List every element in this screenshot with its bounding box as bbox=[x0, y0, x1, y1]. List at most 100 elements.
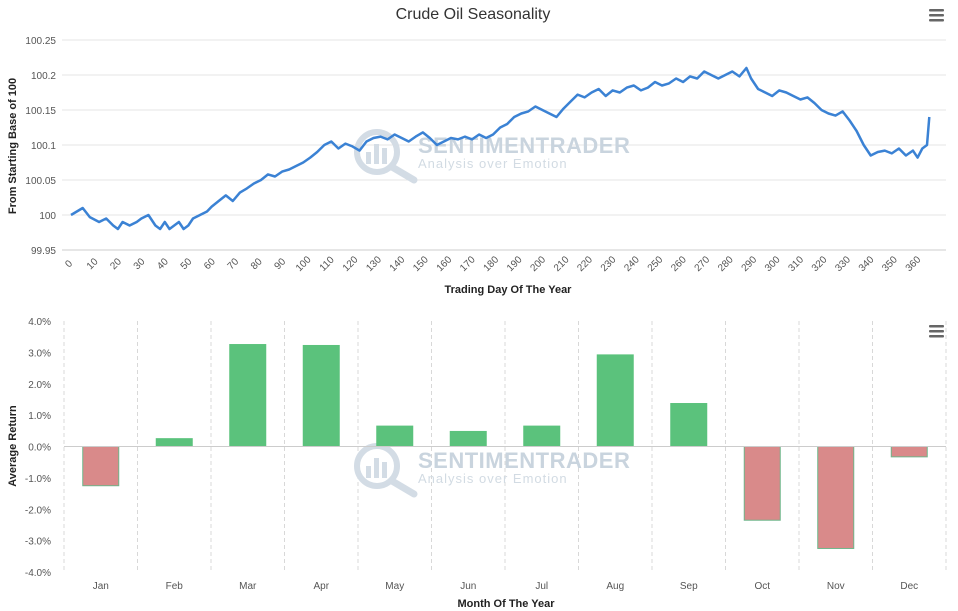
y-tick-label: 3.0% bbox=[28, 348, 51, 359]
bar-aug bbox=[596, 354, 634, 448]
x-tick-labels: Jan Feb Mar Apr May Jun Jul Aug Sep Oct Nov Dec bbox=[93, 581, 918, 592]
watermark: SENTIMENTRADER Analysis over Emotion bbox=[354, 129, 630, 184]
x-tick-label: 100 bbox=[294, 254, 314, 274]
x-tick-label: 150 bbox=[411, 254, 431, 274]
x-tick-label: 220 bbox=[575, 254, 595, 274]
y-tick-label: 100.15 bbox=[25, 106, 56, 117]
y-tick-label: -3.0% bbox=[25, 537, 51, 548]
watermark-logo-icon bbox=[354, 129, 418, 184]
y-gridlines bbox=[62, 39, 946, 251]
y-tick-label: -2.0% bbox=[25, 505, 51, 516]
chart-title: Crude Oil Seasonality bbox=[396, 6, 551, 23]
bar-jul bbox=[523, 425, 561, 448]
bar-sep bbox=[670, 403, 708, 447]
x-tick-label: 340 bbox=[857, 254, 877, 274]
watermark-tagline: Analysis over Emotion bbox=[418, 471, 568, 486]
x-tick-label: May bbox=[385, 581, 404, 592]
line-chart: SENTIMENTRADER Analysis over Emotion 99.… bbox=[7, 9, 946, 296]
x-axis-title: Trading Day Of The Year bbox=[445, 284, 573, 296]
watermark: SENTIMENTRADER Analysis over Emotion bbox=[354, 443, 630, 498]
x-tick-label: 250 bbox=[646, 254, 666, 274]
x-tick-label: 270 bbox=[693, 254, 713, 274]
x-tick-label: Jun bbox=[460, 581, 476, 592]
x-tick-label: 70 bbox=[226, 256, 242, 272]
x-tick-label: 80 bbox=[249, 256, 265, 272]
y-tick-label: -4.0% bbox=[25, 568, 51, 579]
y-tick-label: 100.25 bbox=[25, 36, 56, 47]
y-tick-labels: 4.0% 3.0% 2.0% 1.0% 0.0% -1.0% -2.0% -3.0% -4.0% bbox=[25, 317, 51, 579]
x-tick-label: 180 bbox=[482, 254, 502, 274]
bar-apr bbox=[302, 344, 340, 447]
x-tick-label: 240 bbox=[622, 254, 642, 274]
x-tick-label: 210 bbox=[552, 254, 572, 274]
bar-dec bbox=[890, 446, 928, 458]
x-tick-label: Jul bbox=[535, 581, 548, 592]
x-tick-label: 40 bbox=[155, 256, 171, 272]
x-tick-label: Mar bbox=[239, 581, 257, 592]
x-tick-label: 50 bbox=[179, 256, 195, 272]
x-tick-label: 350 bbox=[880, 254, 900, 274]
x-tick-label: Aug bbox=[606, 581, 624, 592]
series-line bbox=[70, 66, 931, 231]
bar-may bbox=[376, 425, 414, 448]
x-tick-label: 190 bbox=[505, 254, 525, 274]
chart-menu-button[interactable] bbox=[929, 325, 944, 338]
x-tick-label: Nov bbox=[827, 581, 845, 592]
watermark-brand: SENTIMENTRADER bbox=[418, 133, 630, 158]
watermark-logo-icon bbox=[354, 443, 418, 498]
x-tick-label: 0 bbox=[63, 258, 75, 270]
x-tick-label: Dec bbox=[900, 581, 918, 592]
bar-jan bbox=[82, 446, 120, 487]
x-tick-label: Oct bbox=[754, 581, 770, 592]
x-tick-label: 60 bbox=[202, 256, 218, 272]
x-tick-label: 230 bbox=[599, 254, 619, 274]
x-tick-label: 120 bbox=[341, 254, 361, 274]
x-tick-label: 280 bbox=[716, 254, 736, 274]
x-tick-label: 320 bbox=[810, 254, 830, 274]
bar-feb bbox=[155, 438, 193, 447]
y-tick-label: 99.95 bbox=[31, 246, 56, 257]
x-tick-label: 300 bbox=[763, 254, 783, 274]
x-tick-label: 90 bbox=[272, 256, 288, 272]
x-axis-title: Month Of The Year bbox=[458, 598, 556, 610]
x-tick-label: Sep bbox=[680, 581, 698, 592]
y-tick-label: 1.0% bbox=[28, 411, 51, 422]
y-axis-title: Average Return bbox=[7, 405, 19, 487]
y-tick-label: 4.0% bbox=[28, 317, 51, 328]
x-tick-label: 290 bbox=[740, 254, 760, 274]
y-tick-label: 100.1 bbox=[31, 141, 56, 152]
x-tick-label: 330 bbox=[833, 254, 853, 274]
y-tick-label: 0.0% bbox=[28, 443, 51, 454]
y-tick-label: 100 bbox=[39, 211, 56, 222]
x-tick-label: Apr bbox=[313, 581, 329, 592]
x-tick-label: 310 bbox=[786, 254, 806, 274]
bar-nov bbox=[817, 446, 855, 549]
x-tick-label: 30 bbox=[132, 256, 148, 272]
y-tick-labels: 99.95 100 100.05 100.1 100.15 100.2 100.25 bbox=[25, 36, 56, 257]
y-tick-label: 2.0% bbox=[28, 380, 51, 391]
watermark-brand: SENTIMENTRADER bbox=[418, 448, 630, 473]
bar-chart: SENTIMENTRADER Analysis over Emotion 4.0… bbox=[7, 317, 947, 610]
bars bbox=[82, 344, 928, 549]
x-tick-labels: 0 10 20 30 40 50 60 70 80 90 100 110 120 130 140 150 160… bbox=[63, 254, 923, 274]
x-tick-label: 170 bbox=[458, 254, 478, 274]
x-tick-label: 140 bbox=[388, 254, 408, 274]
chart-menu-button[interactable] bbox=[929, 9, 944, 22]
x-tick-label: 10 bbox=[85, 256, 101, 272]
x-tick-label: 110 bbox=[318, 254, 337, 273]
y-tick-label: 100.05 bbox=[25, 176, 56, 187]
hamburger-icon bbox=[929, 9, 944, 22]
y-axis-title: From Starting Base of 100 bbox=[7, 78, 19, 214]
bar-jun bbox=[449, 430, 487, 448]
bar-mar bbox=[229, 344, 267, 447]
watermark-tagline: Analysis over Emotion bbox=[418, 156, 568, 171]
bar-oct bbox=[743, 446, 781, 521]
x-tick-label: 160 bbox=[435, 254, 455, 274]
hamburger-icon bbox=[929, 325, 944, 338]
x-tick-label: 360 bbox=[904, 254, 924, 274]
y-tick-label: -1.0% bbox=[25, 474, 51, 485]
x-tick-label: Feb bbox=[166, 581, 184, 592]
x-tick-label: 200 bbox=[528, 254, 548, 274]
x-tick-label: 130 bbox=[364, 254, 384, 274]
